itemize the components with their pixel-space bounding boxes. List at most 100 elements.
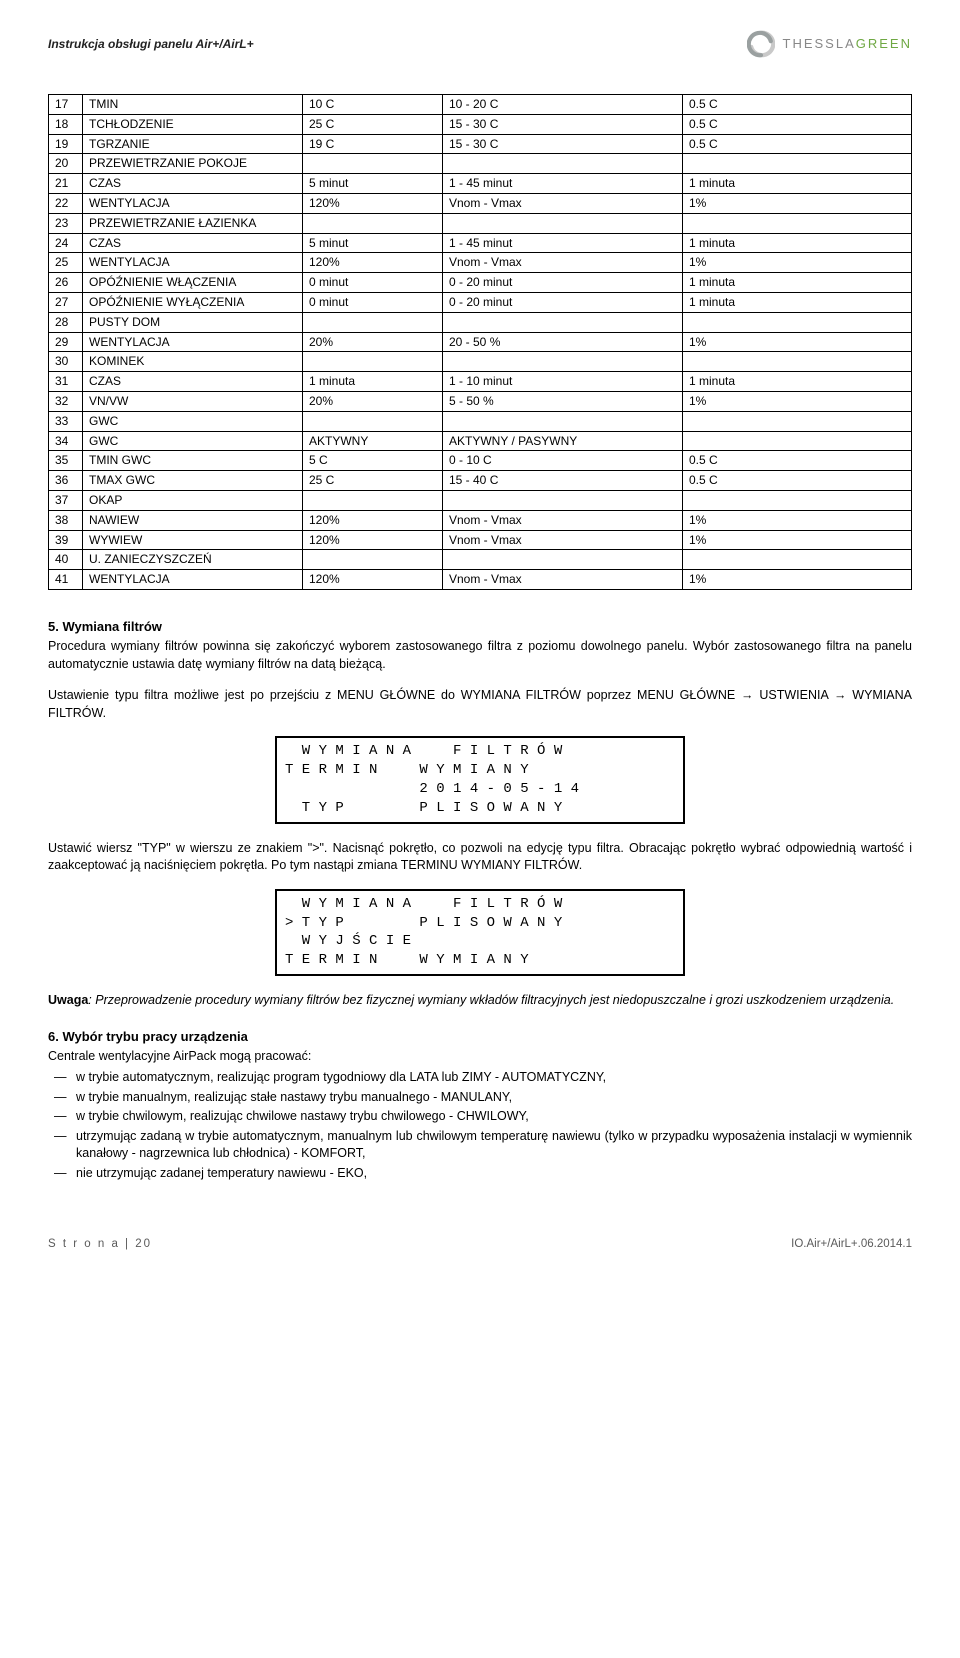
table-cell (683, 312, 912, 332)
table-cell: 39 (49, 530, 83, 550)
lcd2-row-2: W Y J Ś C I E (285, 932, 675, 951)
table-cell: GWC (83, 411, 303, 431)
table-row: 37OKAP (49, 490, 912, 510)
table-cell: TMIN (83, 95, 303, 115)
table-cell: 1% (683, 193, 912, 213)
table-cell: 0.5 C (683, 134, 912, 154)
table-cell (443, 213, 683, 233)
table-cell (443, 550, 683, 570)
table-cell: 1 - 45 minut (443, 233, 683, 253)
list-item: utrzymując zadaną w trybie automatycznym… (48, 1128, 912, 1163)
table-cell: 1% (683, 253, 912, 273)
table-cell: 120% (303, 253, 443, 273)
footer-doc-id: IO.Air+/AirL+.06.2014.1 (791, 1236, 912, 1252)
table-cell: 0.5 C (683, 451, 912, 471)
table-cell: 20% (303, 391, 443, 411)
table-cell: 23 (49, 213, 83, 233)
table-cell: OKAP (83, 490, 303, 510)
table-cell: 24 (49, 233, 83, 253)
table-cell: 29 (49, 332, 83, 352)
table-cell: 5 C (303, 451, 443, 471)
brand-swirl-icon (747, 30, 775, 58)
table-cell: 25 (49, 253, 83, 273)
table-cell: 26 (49, 273, 83, 293)
table-cell: U. ZANIECZYSZCZEŃ (83, 550, 303, 570)
table-cell: 1 minuta (683, 233, 912, 253)
table-cell: 30 (49, 352, 83, 372)
table-cell: 37 (49, 490, 83, 510)
table-cell (683, 431, 912, 451)
table-cell (683, 550, 912, 570)
table-row: 35TMIN GWC5 C0 - 10 C0.5 C (49, 451, 912, 471)
table-row: 38NAWIEW120%Vnom - Vmax1% (49, 510, 912, 530)
table-cell: Vnom - Vmax (443, 530, 683, 550)
table-cell: 120% (303, 530, 443, 550)
table-cell: 10 C (303, 95, 443, 115)
list-item: w trybie manualnym, realizując stałe nas… (48, 1089, 912, 1107)
table-cell (683, 154, 912, 174)
table-cell: 5 minut (303, 174, 443, 194)
table-cell: AKTYWNY (303, 431, 443, 451)
table-cell: 1 minuta (683, 174, 912, 194)
lcd2-row-3: T E R M I N W Y M I A N Y (285, 951, 675, 970)
table-row: 20PRZEWIETRZANIE POKOJE (49, 154, 912, 174)
table-cell: Vnom - Vmax (443, 193, 683, 213)
table-cell: 1 - 10 minut (443, 372, 683, 392)
page-header: Instrukcja obsługi panelu Air+/AirL+ THE… (48, 30, 912, 58)
table-cell: 25 C (303, 114, 443, 134)
table-cell (303, 550, 443, 570)
section5-p2: Ustawienie typu filtra możliwe jest po p… (48, 687, 912, 722)
table-cell: PRZEWIETRZANIE ŁAZIENKA (83, 213, 303, 233)
table-cell (443, 312, 683, 332)
list-item: w trybie chwilowym, realizując chwilowe … (48, 1108, 912, 1126)
table-row: 27OPÓŹNIENIE WYŁĄCZENIA0 minut0 - 20 min… (49, 292, 912, 312)
table-cell: TMAX GWC (83, 471, 303, 491)
table-cell: TGRZANIE (83, 134, 303, 154)
table-cell: Vnom - Vmax (443, 510, 683, 530)
table-row: 30KOMINEK (49, 352, 912, 372)
table-cell: NAWIEW (83, 510, 303, 530)
table-cell: 19 (49, 134, 83, 154)
list-item: nie utrzymując zadanej temperatury nawie… (48, 1165, 912, 1183)
brand-text-b: GREEN (856, 36, 912, 51)
table-row: 32VN/VW20%5 - 50 %1% (49, 391, 912, 411)
table-row: 31CZAS1 minuta1 - 10 minut1 minuta (49, 372, 912, 392)
table-cell: 20 (49, 154, 83, 174)
table-cell: 21 (49, 174, 83, 194)
table-cell: 0 minut (303, 292, 443, 312)
table-cell: 17 (49, 95, 83, 115)
table-cell: OPÓŹNIENIE WYŁĄCZENIA (83, 292, 303, 312)
section6-list: w trybie automatycznym, realizując progr… (48, 1069, 912, 1182)
table-cell: 120% (303, 193, 443, 213)
table-cell: TCHŁODZENIE (83, 114, 303, 134)
table-cell: 38 (49, 510, 83, 530)
table-cell: 18 (49, 114, 83, 134)
section5-title: 5. Wymiana filtrów (48, 618, 912, 636)
table-row: 19TGRZANIE19 C15 - 30 C0.5 C (49, 134, 912, 154)
table-cell: 120% (303, 510, 443, 530)
table-cell: 0 - 20 minut (443, 273, 683, 293)
table-row: 34GWCAKTYWNYAKTYWNY / PASYWNY (49, 431, 912, 451)
table-row: 36TMAX GWC25 C15 - 40 C0.5 C (49, 471, 912, 491)
section5-p3: Ustawić wiersz "TYP" w wierszu ze znakie… (48, 840, 912, 875)
table-cell (303, 154, 443, 174)
table-cell: WYWIEW (83, 530, 303, 550)
brand-text-a: THESSLA (783, 36, 856, 51)
table-cell (303, 352, 443, 372)
table-cell (443, 490, 683, 510)
table-cell: 31 (49, 372, 83, 392)
table-cell: 10 - 20 C (443, 95, 683, 115)
table-row: 18TCHŁODZENIE25 C15 - 30 C0.5 C (49, 114, 912, 134)
table-cell: 19 C (303, 134, 443, 154)
table-cell: 1% (683, 510, 912, 530)
section5-p1: Procedura wymiany filtrów powinna się za… (48, 638, 912, 673)
lcd2-row-0: W Y M I A N A F I L T R Ó W (285, 895, 675, 914)
table-cell: 1% (683, 530, 912, 550)
table-cell: 5 - 50 % (443, 391, 683, 411)
table-cell: 1% (683, 570, 912, 590)
lcd1-row-2: 2 0 1 4 - 0 5 - 1 4 (285, 780, 675, 799)
table-cell: VN/VW (83, 391, 303, 411)
table-row: 23PRZEWIETRZANIE ŁAZIENKA (49, 213, 912, 233)
table-cell (303, 490, 443, 510)
table-cell: 27 (49, 292, 83, 312)
